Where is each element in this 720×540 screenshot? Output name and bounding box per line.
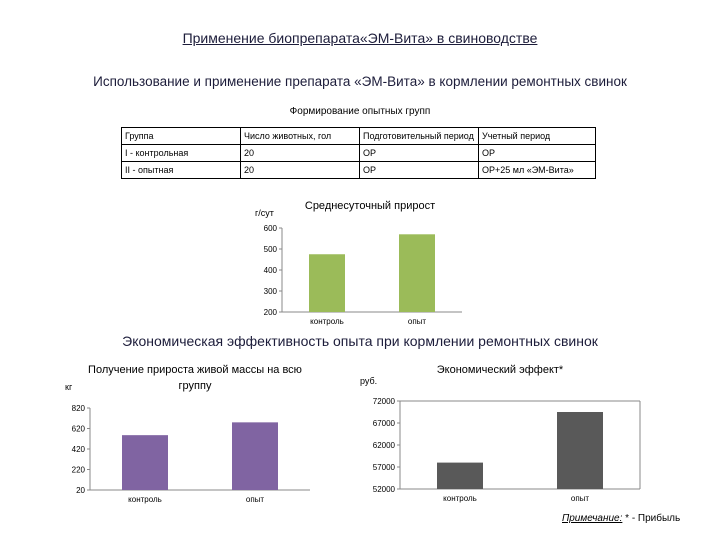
tick-label: 220 — [72, 466, 86, 475]
chart1-ylabel: г/сут — [255, 208, 274, 218]
bar-1 — [437, 462, 483, 489]
tick-label: 820 — [72, 404, 86, 413]
tick-label: 57000 — [373, 463, 396, 472]
chart2-ylabel: кг — [65, 382, 73, 392]
table-header-row: Группа Число животных, гол Подготовитель… — [121, 127, 596, 145]
table-row: II - опытная 20 ОР ОР+25 мл «ЭМ-Вита» — [121, 161, 596, 179]
tick-label: 20 — [76, 486, 85, 495]
category-label: контроль — [443, 494, 477, 503]
table-cell: II - опытная — [121, 161, 241, 179]
economic-effect-chart: 72000 67000 62000 57000 52000 контроль опыт — [373, 397, 641, 503]
bar-1 — [122, 435, 168, 490]
tick-label: 400 — [264, 266, 278, 275]
live-weight-gain-chart: 820 620 420 220 20 контроль опыт — [72, 404, 310, 504]
groups-table: Группа Число животных, гол Подготовитель… — [121, 127, 596, 179]
tick-label: 72000 — [373, 397, 396, 406]
tick-label: 420 — [72, 445, 86, 454]
page-title: Применение биопрепарата«ЭМ-Вита» в свино… — [182, 30, 538, 46]
table-cell: 20 — [240, 144, 360, 162]
table-row: I - контрольная 20 ОР ОР — [121, 144, 596, 162]
table-header-cell: Учетный период — [478, 127, 596, 145]
footnote-text: * - Прибыль — [622, 513, 681, 524]
table-cell: ОР+25 мл «ЭМ-Вита» — [478, 161, 596, 179]
chart2-title: Получение прироста живой массы на всю гр… — [88, 364, 302, 392]
footnote: Примечание: * - Прибыль — [562, 513, 680, 524]
table-cell: ОР — [359, 161, 479, 179]
table-header-cell: Число животных, гол — [240, 127, 360, 145]
category-label: контроль — [310, 317, 344, 326]
footnote-label: Примечание: — [562, 513, 623, 524]
daily-gain-chart: 600 500 400 300 200 контроль опыт — [264, 224, 462, 326]
tick-label: 300 — [264, 287, 278, 296]
tick-label: 52000 — [373, 485, 396, 494]
category-label: опыт — [571, 494, 590, 503]
bar-2 — [557, 412, 603, 489]
section-heading: Экономическая эффективность опыта при ко… — [122, 333, 598, 349]
tick-label: 200 — [264, 308, 278, 317]
category-label: контроль — [128, 495, 162, 504]
chart1-title: Среднесуточный прирост — [304, 200, 436, 212]
page-subtitle: Использование и применение препарата «ЭМ… — [93, 74, 627, 89]
category-label: опыт — [246, 495, 265, 504]
chart3-ylabel: руб. — [360, 376, 378, 386]
tick-label: 67000 — [373, 419, 396, 428]
bar-2 — [232, 422, 278, 490]
table-cell: ОР — [359, 144, 479, 162]
table-cell: ОР — [478, 144, 596, 162]
chart3-title: Экономический эффект* — [436, 364, 564, 376]
tick-label: 620 — [72, 425, 86, 434]
bar-2 — [399, 234, 435, 312]
tick-label: 500 — [264, 245, 278, 254]
table-header-cell: Группа — [121, 127, 241, 145]
table-cell: 20 — [240, 161, 360, 179]
table-caption: Формирование опытных групп — [289, 106, 431, 117]
bar-1 — [309, 254, 345, 312]
table-header-cell: Подготовительный период — [359, 127, 479, 145]
tick-label: 600 — [264, 224, 278, 233]
category-label: опыт — [408, 317, 427, 326]
tick-label: 62000 — [373, 441, 396, 450]
table-cell: I - контрольная — [121, 144, 241, 162]
